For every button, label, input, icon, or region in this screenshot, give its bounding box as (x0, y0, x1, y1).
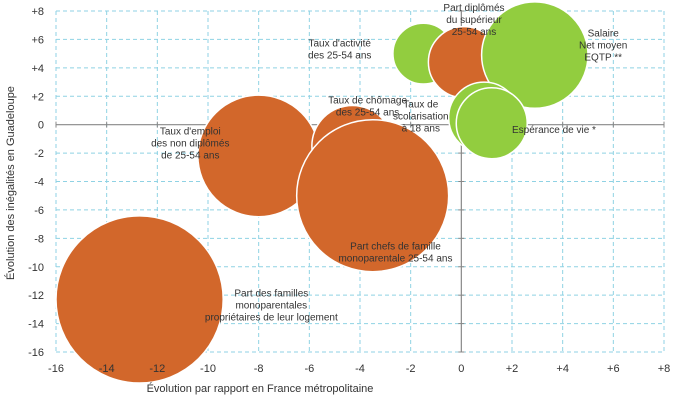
label-line: Part des familles (234, 289, 308, 300)
bubble-esperance-vie (455, 87, 528, 160)
label-diplomes-superieur: Part diplômés du supérieur 25-54 ans (443, 3, 504, 38)
label-familles-monoparentales-proprietaires: Part des familles monoparentales propriéta… (205, 289, 338, 324)
y-tick-label: -12 (28, 290, 44, 302)
label-line: Taux de chômage (328, 95, 407, 106)
y-tick-label: -6 (34, 205, 44, 217)
y-axis-title: Évolution des inégalités en Guadeloupe (4, 86, 17, 280)
bubble-familles-monoparentales-proprietaires (55, 215, 224, 384)
y-tick-label: 0 (38, 120, 44, 132)
label-line: du supérieur (446, 15, 502, 26)
x-tick-label: -8 (254, 363, 264, 375)
x-tick-label: -2 (406, 363, 416, 375)
label-scolarisation: Taux de scolarisation à 18 ans (393, 100, 449, 135)
label-line: 25-54 ans (452, 27, 496, 38)
x-tick-label: +8 (658, 363, 671, 375)
y-tick-label: +8 (31, 6, 44, 18)
label-line: EQTP ** (584, 53, 622, 64)
label-line: scolarisation (393, 112, 449, 123)
label-line: Espérance de vie * (512, 125, 596, 136)
x-tick-label: +6 (607, 363, 620, 375)
label-salaire: Salaire Net moyen EQTP ** (579, 29, 627, 64)
y-tick-label: -10 (28, 262, 44, 274)
label-line: Net moyen (579, 41, 627, 52)
bubble-salaire (480, 1, 589, 109)
label-line: des non diplômés (151, 139, 229, 150)
label-line: monoparentales (235, 301, 307, 312)
bubble-labels: Taux d'emploi des non diplômés de 25-54 an… (151, 3, 627, 324)
x-tick-label: -12 (149, 363, 165, 375)
label-chomage: Taux de chômage des 25-54 ans (328, 95, 407, 118)
label-line: propriétaires de leur logement (205, 313, 338, 324)
y-tick-label: -2 (34, 148, 44, 160)
y-tick-label: -8 (34, 233, 44, 245)
y-tick-label: -16 (28, 347, 44, 359)
y-tick-label: +6 (31, 34, 44, 46)
label-esperance-vie: Espérance de vie * (512, 125, 596, 136)
x-tick-label: -14 (99, 363, 115, 375)
label-line: des 25-54 ans (336, 107, 399, 118)
label-line: Salaire (588, 29, 620, 40)
label-line: des 25-54 ans (308, 51, 371, 62)
x-tick-label: 0 (458, 363, 464, 375)
label-line: monoparentale 25-54 ans (338, 254, 452, 265)
tick-labels: +8 +6 +4 +2 0 -2 -4 -6 -8 -10 -12 -14 -16 -16 -14 -12 -1… (28, 6, 670, 375)
label-line: Taux de (403, 100, 438, 111)
label-activite: Taux d'activité des 25-54 ans (308, 39, 371, 62)
y-tick-label: -4 (34, 177, 44, 189)
x-axis-title: Évolution par rapport en France métropol… (147, 382, 374, 395)
label-line: à 18 ans (402, 124, 440, 135)
x-tick-label: -4 (355, 363, 365, 375)
label-chefs-famille-monoparentale: Part chefs de famille monoparentale 25-54… (338, 242, 452, 265)
label-emploi-non-diplomes: Taux d'emploi des non diplômés de 25-54 an… (151, 127, 229, 162)
bubbles (55, 1, 589, 384)
label-line: de 25-54 ans (161, 151, 219, 162)
x-tick-label: +4 (556, 363, 569, 375)
label-line: Part diplômés (443, 3, 504, 14)
label-line: Part chefs de famille (350, 242, 441, 253)
x-tick-label: -10 (200, 363, 216, 375)
x-tick-label: -16 (48, 363, 64, 375)
y-tick-label: +2 (31, 91, 44, 103)
label-line: Taux d'emploi (160, 127, 221, 138)
label-line: Taux d'activité (308, 39, 371, 50)
x-tick-label: +2 (506, 363, 519, 375)
y-tick-label: -14 (28, 319, 44, 331)
bubble-chefs-famille-monoparentale (295, 118, 450, 273)
y-tick-label: +4 (31, 63, 44, 75)
x-tick-label: -6 (304, 363, 314, 375)
